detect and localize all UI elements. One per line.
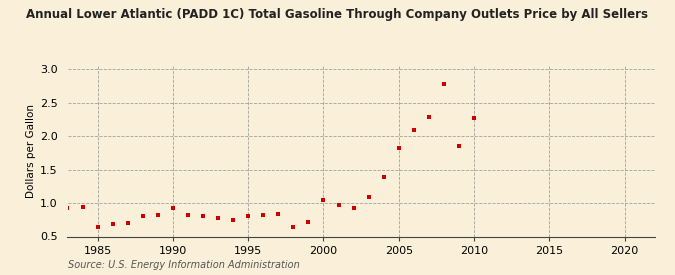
Point xyxy=(363,195,374,199)
Point xyxy=(107,222,118,227)
Point xyxy=(243,214,254,219)
Point xyxy=(182,213,193,217)
Y-axis label: Dollars per Gallon: Dollars per Gallon xyxy=(26,104,36,198)
Point xyxy=(92,225,103,229)
Point xyxy=(77,205,88,209)
Point xyxy=(378,175,389,179)
Point xyxy=(303,220,314,225)
Point xyxy=(408,127,419,132)
Point xyxy=(167,205,178,210)
Point xyxy=(348,205,359,210)
Point xyxy=(213,216,223,220)
Point xyxy=(258,213,269,217)
Point xyxy=(439,82,450,86)
Point xyxy=(138,214,148,219)
Point xyxy=(288,225,299,229)
Point xyxy=(394,145,404,150)
Text: Annual Lower Atlantic (PADD 1C) Total Gasoline Through Company Outlets Price by : Annual Lower Atlantic (PADD 1C) Total Ga… xyxy=(26,8,649,21)
Point xyxy=(423,115,434,119)
Point xyxy=(153,213,163,217)
Point xyxy=(454,143,464,148)
Point xyxy=(318,198,329,203)
Point xyxy=(333,203,344,207)
Point xyxy=(122,221,133,225)
Text: Source: U.S. Energy Information Administration: Source: U.S. Energy Information Administ… xyxy=(68,260,299,270)
Point xyxy=(198,214,209,218)
Point xyxy=(227,218,238,223)
Point xyxy=(468,116,479,120)
Point xyxy=(273,212,284,217)
Point xyxy=(62,206,73,211)
